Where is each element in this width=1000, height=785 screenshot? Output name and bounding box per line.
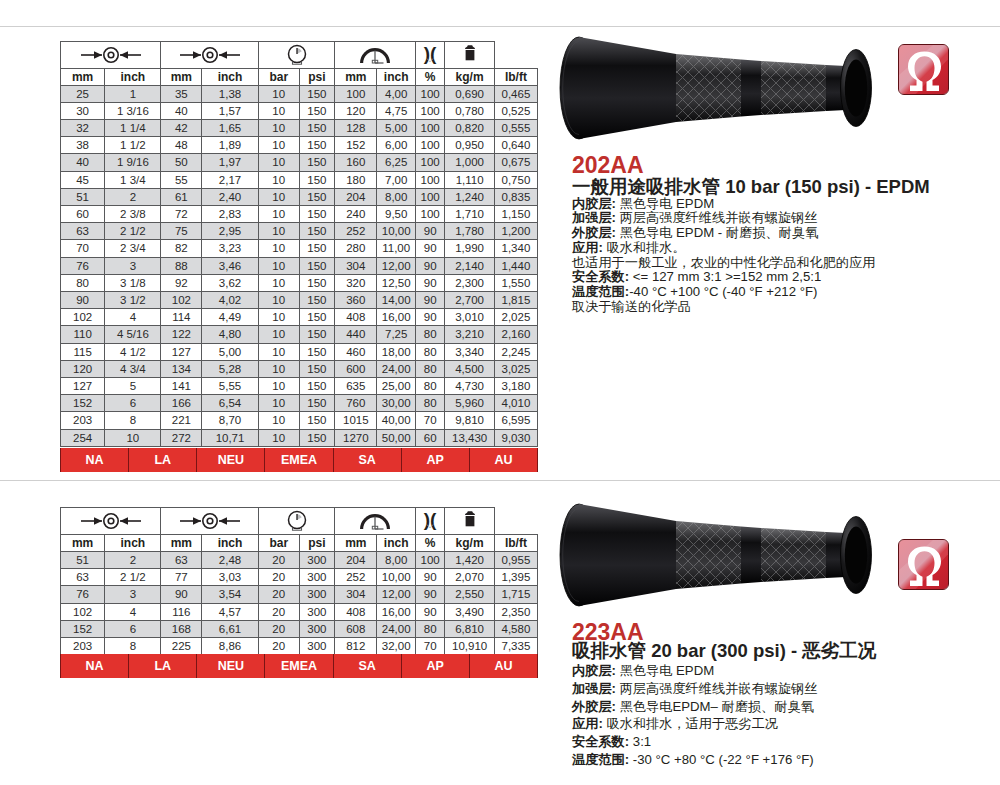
svg-text:)(: )(	[424, 43, 437, 64]
svg-text:)(: )(	[424, 509, 437, 530]
